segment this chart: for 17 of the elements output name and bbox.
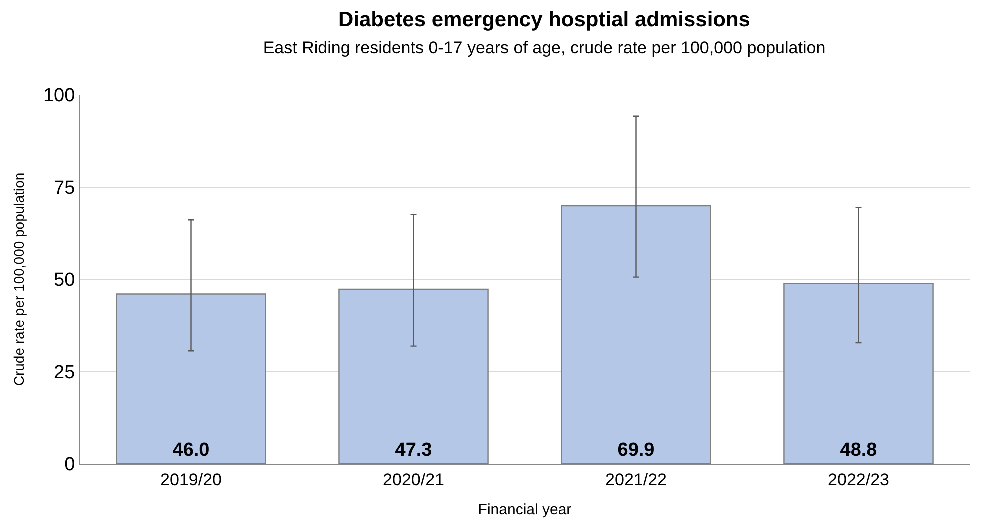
y-tick-label: 0 xyxy=(64,454,76,476)
chart-title: Diabetes emergency hosptial admissions xyxy=(338,8,750,32)
y-tick-label: 50 xyxy=(54,270,76,292)
x-tick-label: 2022/23 xyxy=(828,470,890,490)
data-label: 69.9 xyxy=(618,440,655,461)
y-tick-label: 25 xyxy=(54,362,76,384)
x-tick-label: 2019/20 xyxy=(160,470,222,490)
chart-subtitle: East Riding residents 0-17 years of age, crude rate per 100,000 population xyxy=(263,38,826,58)
x-axis-title: Financial year xyxy=(478,501,572,518)
x-tick-label: 2021/22 xyxy=(606,470,667,490)
y-tick-label: 75 xyxy=(54,178,76,199)
x-tick-label: 2020/21 xyxy=(383,470,444,490)
y-tick-label: 100 xyxy=(43,86,76,107)
y-axis-title: Crude rate per 100,000 population xyxy=(11,172,28,386)
data-label: 47.3 xyxy=(395,440,432,461)
data-label: 46.0 xyxy=(172,440,210,461)
data-label: 48.8 xyxy=(840,440,878,461)
